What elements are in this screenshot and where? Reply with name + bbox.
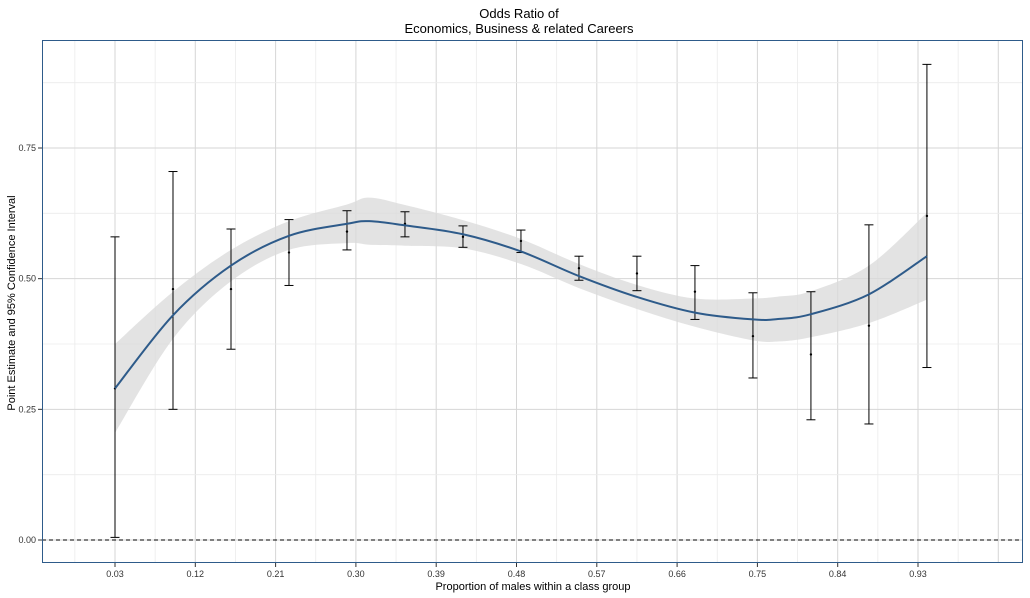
- y-axis-tick-label: 0.75: [18, 143, 36, 153]
- y-axis-tick-label: 0.25: [18, 404, 36, 414]
- point-estimate: [171, 287, 175, 291]
- x-axis-tick-label: 0.03: [106, 569, 124, 579]
- x-axis-tick-label: 0.30: [347, 569, 365, 579]
- y-axis-title: Point Estimate and 95% Confidence Interv…: [6, 195, 18, 410]
- x-axis-title: Proportion of males within a class group: [435, 581, 630, 593]
- smooth-fit: [114, 220, 928, 390]
- error-bar: [168, 171, 178, 410]
- point-estimate: [751, 334, 755, 338]
- chart-title: Odds Ratio of: [479, 6, 559, 21]
- point-estimate: [287, 251, 291, 254]
- x-axis: 0.03 0.12 0.21 0.30 0.39 0.48 0.57 0.66 0.75 0.84…: [106, 563, 927, 579]
- point-estimate: [577, 267, 581, 270]
- point-estimate: [635, 272, 639, 275]
- point-estimate: [925, 214, 929, 218]
- smooth-fit-line: [114, 220, 928, 390]
- x-axis-tick-label: 0.48: [508, 569, 526, 579]
- error-bar: [342, 210, 352, 251]
- x-axis-tick-label: 0.93: [909, 569, 927, 579]
- point-estimate: [809, 353, 813, 356]
- error-bar: [922, 63, 932, 369]
- error-bar: [632, 255, 642, 292]
- x-axis-tick-label: 0.39: [427, 569, 445, 579]
- y-axis-tick-label: 0.50: [18, 274, 36, 284]
- point-estimate: [693, 290, 697, 293]
- point-estimate: [345, 230, 349, 233]
- x-axis-tick-label: 0.66: [668, 569, 686, 579]
- chart-titles: Odds Ratio of Economics, Business & rela…: [404, 6, 634, 36]
- x-axis-tick-label: 0.57: [588, 569, 606, 579]
- chart-subtitle: Economics, Business & related Careers: [404, 21, 634, 36]
- error-bar: [226, 228, 236, 350]
- error-bar: [284, 219, 294, 286]
- point-estimate: [461, 235, 465, 239]
- y-axis: 0.00 0.25 0.50 0.75: [18, 143, 42, 545]
- y-axis-tick-label: 0.00: [18, 535, 36, 545]
- x-axis-tick-label: 0.84: [829, 569, 847, 579]
- plot-panel-border: [42, 40, 1023, 563]
- point-estimate: [229, 287, 233, 291]
- x-axis-tick-label: 0.75: [749, 569, 767, 579]
- error-bar: [748, 292, 758, 379]
- error-bar: [458, 225, 468, 248]
- plot-area: [42, 40, 1023, 563]
- point-estimate: [519, 239, 523, 243]
- error-bar: [864, 224, 874, 425]
- error-bar: [690, 265, 700, 320]
- x-axis-tick-label: 0.12: [187, 569, 205, 579]
- error-bar: [806, 291, 816, 421]
- point-estimate: [867, 324, 871, 327]
- x-axis-tick-label: 0.21: [267, 569, 285, 579]
